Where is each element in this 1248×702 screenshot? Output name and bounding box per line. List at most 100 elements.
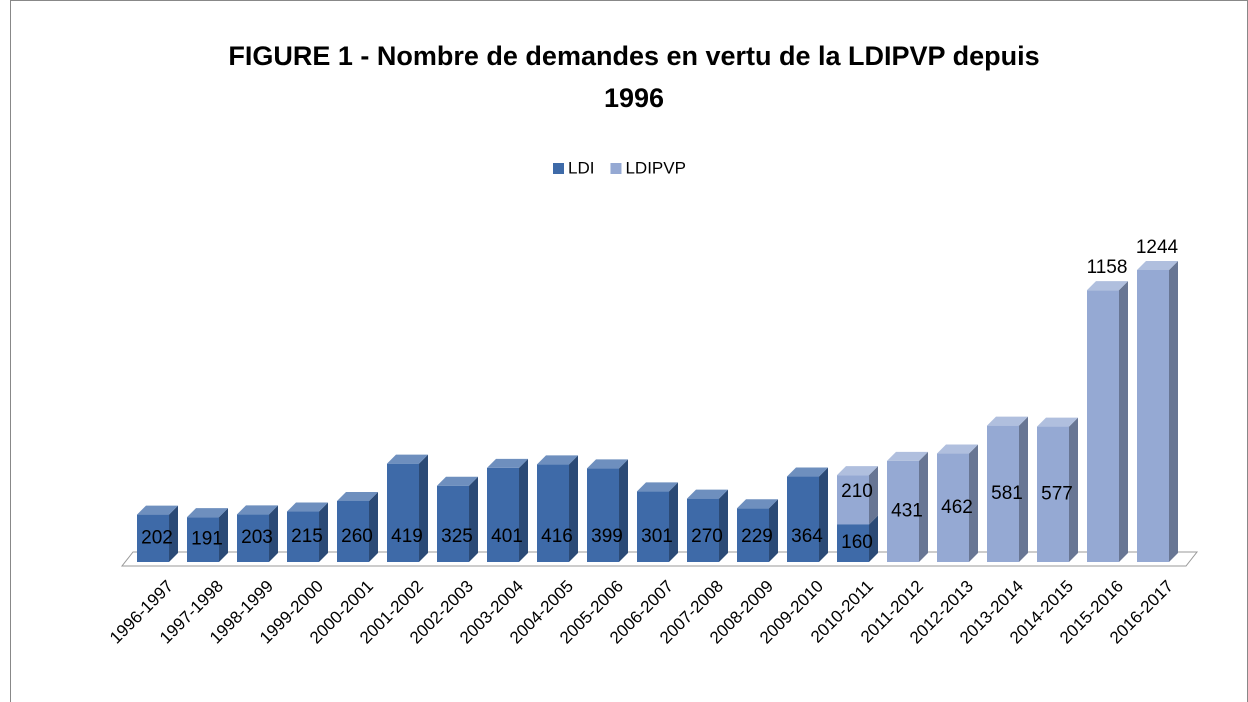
bar-top	[937, 444, 978, 454]
data-label: 581	[991, 483, 1023, 504]
bar-side	[769, 499, 778, 562]
data-label: 301	[641, 526, 673, 547]
bar	[687, 489, 728, 562]
bar	[187, 508, 228, 562]
bar	[737, 499, 778, 562]
bar	[437, 476, 478, 562]
bar	[387, 454, 428, 562]
bar-front	[387, 463, 419, 562]
bar-top	[287, 502, 328, 512]
bar-side	[1019, 416, 1028, 562]
bar-front	[237, 514, 269, 562]
bar-top	[487, 458, 528, 468]
bar-front	[737, 508, 769, 562]
bar-front	[987, 425, 1019, 562]
bar	[237, 505, 278, 562]
legend-swatch	[553, 163, 564, 174]
bar-top	[1137, 261, 1178, 270]
bar	[137, 505, 178, 562]
bar-top	[787, 467, 828, 477]
data-label: 229	[741, 526, 773, 547]
bar-side	[519, 458, 528, 562]
legend-label: LDI	[568, 158, 594, 177]
data-label: 325	[441, 526, 473, 547]
bar-side	[1069, 417, 1078, 562]
bar	[587, 459, 628, 562]
bar-top	[537, 455, 578, 465]
bar	[937, 444, 978, 562]
data-label: 431	[891, 500, 923, 521]
data-label: 364	[791, 526, 823, 547]
bar-side	[419, 454, 428, 562]
bar-front	[887, 460, 919, 562]
bar-front	[537, 464, 569, 562]
data-label: 210	[841, 481, 873, 502]
bar-front	[837, 475, 869, 525]
bar-side	[869, 466, 878, 525]
data-label: 260	[341, 526, 373, 547]
bar-side	[1169, 261, 1178, 562]
bar	[1137, 261, 1178, 562]
bar-top	[187, 508, 228, 518]
bar	[887, 451, 928, 562]
bar-side	[919, 451, 928, 562]
bar-side	[969, 444, 978, 562]
bar-top	[1037, 417, 1078, 427]
data-label: 203	[241, 527, 273, 548]
bar-front	[587, 468, 619, 562]
bar-front	[637, 491, 669, 562]
bar	[837, 466, 878, 525]
bar-side	[619, 459, 628, 562]
bar	[1087, 281, 1128, 562]
bar-front	[187, 517, 219, 562]
data-label: 160	[841, 532, 873, 553]
bar-top	[387, 454, 428, 464]
bar-side	[869, 515, 878, 562]
bar-front	[837, 524, 869, 562]
bar-top	[887, 451, 928, 461]
bar-side	[819, 467, 828, 562]
bar-top	[337, 491, 378, 501]
bar-side	[319, 502, 328, 562]
bar-side	[1119, 281, 1128, 562]
data-label: 1158	[1087, 257, 1128, 278]
bar-top	[987, 416, 1028, 426]
bar-top	[737, 499, 778, 509]
bar-front	[137, 514, 169, 562]
bar-front	[287, 511, 319, 562]
bar-top	[437, 476, 478, 486]
bar-top	[837, 466, 878, 476]
bar-side	[369, 491, 378, 562]
bar	[787, 467, 828, 562]
bar-front	[937, 453, 969, 562]
bar-side	[219, 508, 228, 562]
bar-front	[1037, 426, 1069, 562]
chart-title: 1996	[604, 83, 664, 113]
data-label: 399	[591, 526, 623, 547]
bar-side	[569, 455, 578, 562]
legend-swatch	[610, 163, 622, 174]
bar-side	[469, 476, 478, 562]
data-label: 416	[541, 526, 573, 547]
chart-border	[10, 0, 1248, 702]
data-label: 419	[391, 526, 423, 547]
data-label: 462	[941, 497, 973, 518]
data-label: 270	[691, 526, 723, 547]
bar-front	[687, 498, 719, 562]
bar-side	[669, 482, 678, 562]
legend-label: LDIPVP	[625, 158, 685, 177]
data-label: 577	[1041, 483, 1073, 504]
bar-front	[1137, 270, 1169, 562]
bar-top	[237, 505, 278, 515]
bar-top	[687, 489, 728, 499]
bar-side	[719, 489, 728, 562]
bar-top	[587, 459, 628, 469]
bar-top	[1087, 281, 1128, 291]
data-label: 1244	[1136, 237, 1179, 258]
bar-side	[269, 505, 278, 562]
bar-front	[487, 467, 519, 562]
data-label: 202	[141, 527, 173, 548]
bar	[487, 458, 528, 562]
bar-top	[637, 482, 678, 492]
